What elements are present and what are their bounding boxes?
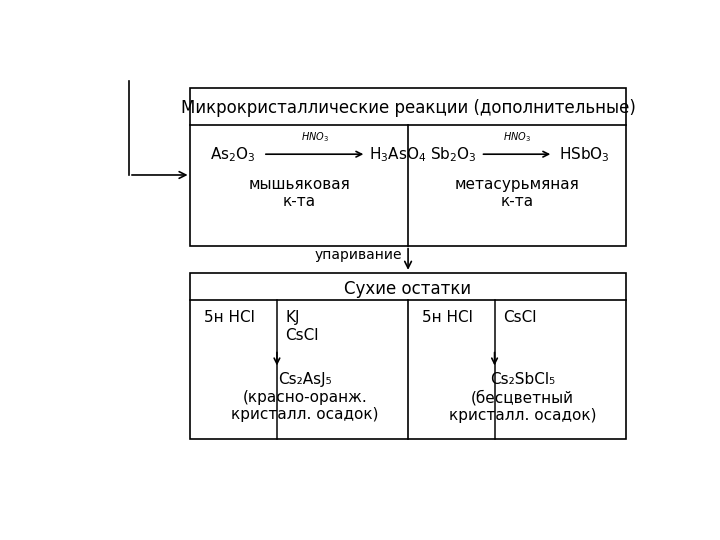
FancyBboxPatch shape (190, 273, 626, 439)
Text: H$_3$AsO$_4$: H$_3$AsO$_4$ (369, 145, 426, 164)
Text: 5н HCl: 5н HCl (422, 310, 473, 325)
Text: мышьяковая
к-та: мышьяковая к-та (248, 177, 350, 210)
Text: HSbO$_3$: HSbO$_3$ (559, 145, 610, 164)
Text: KJ
CsCl: KJ CsCl (285, 310, 319, 342)
FancyBboxPatch shape (190, 87, 626, 246)
Text: As$_2$O$_3$: As$_2$O$_3$ (210, 145, 256, 164)
Text: Сухие остатки: Сухие остатки (344, 280, 472, 298)
Text: Cs₂SbCl₅
(бесцветный
кристалл. осадок): Cs₂SbCl₅ (бесцветный кристалл. осадок) (449, 373, 596, 423)
Text: HNO$_3$: HNO$_3$ (300, 130, 328, 144)
Text: упаривание: упаривание (315, 248, 402, 262)
Text: Микрокристаллические реакции (дополнительные): Микрокристаллические реакции (дополнител… (181, 99, 636, 118)
Text: CsCl: CsCl (503, 310, 536, 325)
Text: 5н HCl: 5н HCl (204, 310, 256, 325)
Text: Sb$_2$O$_3$: Sb$_2$O$_3$ (431, 145, 477, 164)
Text: метасурьмяная
к-та: метасурьмяная к-та (454, 177, 580, 210)
Text: Cs₂AsJ₅
(красно-оранж.
кристалл. осадок): Cs₂AsJ₅ (красно-оранж. кристалл. осадок) (231, 373, 379, 422)
Text: HNO$_3$: HNO$_3$ (503, 130, 531, 144)
